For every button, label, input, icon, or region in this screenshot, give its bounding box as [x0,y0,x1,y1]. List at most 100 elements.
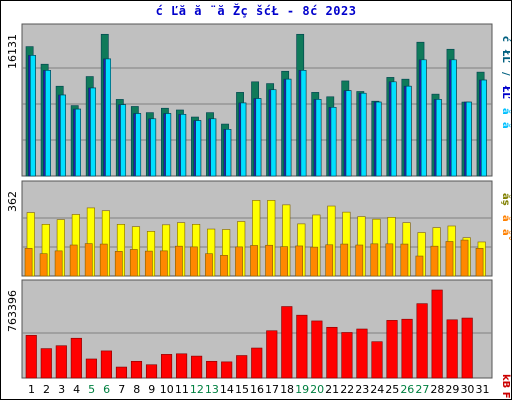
day-label-4: 4 [73,383,80,396]
bar-red-day-27 [416,303,428,379]
bar-s3-day-7 [120,104,127,177]
bar-orange-day-1 [24,247,33,277]
bar-orange-day-4 [69,244,78,277]
bar-orange-day-3 [54,250,63,277]
bar-s3-day-6 [105,58,111,177]
bar-red-day-26 [401,318,413,379]
bar-red-day-21 [326,326,338,379]
bar-s3-day-16 [255,98,262,177]
day-label-28: 28 [430,383,444,396]
day-label-12: 12 [190,383,204,396]
bar-orange-day-25 [385,243,394,277]
day-label-15: 15 [235,383,249,396]
bar-red-day-23 [356,328,368,379]
bar-red-day-7 [115,366,128,379]
day-label-17: 17 [265,383,279,396]
bar-orange-day-13 [205,253,213,277]
bar-orange-day-7 [114,251,123,277]
bar-orange-day-2 [39,253,48,277]
bar-s3-day-29 [450,59,457,177]
chart-panel-top: 16131 ć ŁĽ / ŁĽ ăă [6,23,512,177]
day-label-2: 2 [43,383,50,396]
day-label-27: 27 [415,383,429,396]
bar-red-day-28 [431,289,443,379]
bar-red-day-14 [221,361,233,379]
bar-s3-day-30 [465,101,472,177]
bar-orange-day-26 [400,243,409,277]
right-label: / [500,72,511,76]
right-label: ăˇ [500,229,512,241]
bar-orange-day-6 [99,243,108,277]
day-label-25: 25 [385,383,399,396]
bar-orange-day-16 [250,245,258,277]
day-label-19: 19 [295,383,309,396]
bar-red-day-16 [251,347,263,379]
bar-orange-day-23 [355,244,364,277]
bar-s3-day-13 [210,118,217,177]
bar-s3-day-9 [150,118,157,177]
bar-orange-day-29 [445,241,454,277]
right-label: ă [500,108,511,115]
bar-s3-day-22 [345,90,352,177]
bar-s3-day-20 [315,99,322,177]
day-label-24: 24 [370,383,384,396]
bar-s3-day-31 [480,79,487,177]
bar-red-day-3 [55,345,67,379]
bar-orange-day-27 [415,255,424,277]
day-label-26: 26 [400,383,414,396]
bar-orange-day-30 [460,239,469,277]
right-label: ŁĽ [500,49,511,63]
bar-red-day-15 [236,355,248,379]
day-label-31: 31 [475,383,489,396]
bar-red-day-17 [266,330,278,379]
bar-orange-day-9 [144,250,153,277]
day-label-5: 5 [88,383,95,396]
bar-s3-day-10 [165,113,172,177]
day-label-3: 3 [58,383,65,396]
day-label-21: 21 [325,383,339,396]
bar-orange-day-8 [129,249,138,277]
bar-s3-day-28 [435,99,442,177]
y-max-label: 362 [6,191,19,212]
bar-red-day-6 [100,350,112,379]
y-max-label: 763396 [6,290,19,332]
bar-orange-day-11 [175,245,183,277]
bar-red-day-30 [461,317,473,379]
bar-orange-day-12 [190,246,198,277]
bar-s3-day-11 [180,114,187,177]
bar-s3-day-18 [285,78,292,177]
chart-title: ć Ľă ă ¨ă Žç šćŁ - 8ć 2023 [155,4,357,18]
bar-orange-day-21 [325,244,334,277]
bar-red-day-2 [40,348,52,379]
bar-red-day-13 [206,360,218,379]
bar-s3-day-3 [60,94,66,177]
day-label-7: 7 [118,383,125,396]
day-label-18: 18 [280,383,294,396]
bar-red-day-11 [176,353,188,379]
day-label-22: 22 [340,383,354,396]
bar-red-day-29 [446,319,458,379]
bar-red-day-25 [386,320,398,379]
right-label: ć [500,36,512,42]
bar-s3-day-19 [300,70,307,177]
right-label: ă [500,215,511,222]
day-label-1: 1 [28,383,35,396]
bar-orange-day-15 [235,246,243,277]
right-label: kB F [500,374,511,399]
bar-red-day-12 [191,355,203,379]
bar-red-day-24 [371,341,383,379]
bar-s3-day-15 [240,102,247,177]
bar-red-day-18 [281,306,293,379]
day-label-20: 20 [310,383,324,396]
bar-s3-day-23 [360,92,367,177]
y-max-label: 16131 [6,34,19,69]
right-label: ăş [500,193,511,206]
day-label-9: 9 [148,383,155,396]
day-label-10: 10 [160,383,174,396]
bar-s3-day-17 [270,89,277,177]
bar-orange-day-18 [280,246,288,277]
chart-panel-bottom: 763396 kB F [6,279,511,399]
bar-s3-day-14 [225,129,232,177]
